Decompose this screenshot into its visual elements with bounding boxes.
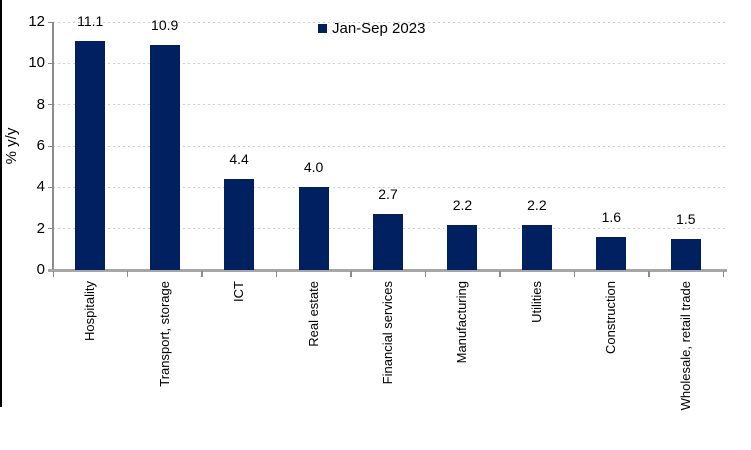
y-axis-tick-label: 0	[36, 261, 45, 278]
bar	[521, 224, 552, 270]
x-axis-tick	[573, 271, 576, 277]
x-axis-category-label: Wholesale, retail trade	[677, 281, 693, 411]
bar	[298, 187, 329, 270]
bar-value-label: 4.4	[229, 151, 249, 168]
x-axis-tick	[126, 271, 129, 277]
y-axis-tick	[48, 104, 53, 106]
y-axis-tick	[48, 62, 53, 64]
y-axis-tick-label: 2	[36, 219, 45, 237]
y-axis-tick	[48, 186, 53, 188]
bar	[596, 236, 627, 270]
x-axis-line	[48, 269, 727, 272]
bar	[149, 44, 180, 270]
x-axis-tick	[648, 271, 650, 277]
y-axis-tick-label: 6	[36, 137, 45, 154]
bar-value-label: 10.9	[151, 16, 179, 33]
x-axis-tick	[499, 271, 501, 277]
bar	[224, 179, 255, 270]
bar	[373, 214, 403, 270]
x-axis-tick	[722, 271, 724, 277]
gridline	[53, 186, 727, 188]
gridline	[53, 62, 727, 64]
y-axis-tick	[48, 228, 53, 230]
y-axis-tick-label: 8	[36, 95, 45, 113]
x-axis-category-label: Utilities	[528, 281, 544, 323]
x-axis-category-label: Hospitality	[82, 281, 98, 341]
bar-value-label: 2.2	[452, 196, 473, 213]
gridline	[53, 21, 727, 23]
legend: Jan-Sep 2023	[318, 20, 425, 37]
frame-left-border	[0, 0, 2, 407]
legend-swatch	[318, 24, 327, 33]
x-axis-category-label: Manufacturing	[454, 281, 470, 364]
y-axis-tick	[48, 21, 53, 23]
gridline	[53, 104, 727, 106]
bar-value-label: 2.2	[527, 196, 547, 213]
y-axis-tick-label: 4	[36, 178, 45, 196]
bar	[447, 224, 478, 270]
gridline	[53, 145, 727, 147]
x-axis-tick	[350, 271, 352, 277]
x-axis-tick	[275, 271, 278, 277]
y-axis-line	[52, 22, 54, 271]
bar-value-label: 4.0	[303, 159, 324, 176]
bar-value-label: 1.6	[601, 208, 622, 225]
x-axis-category-label: Real estate	[305, 281, 321, 347]
bar-value-label: 11.1	[77, 12, 104, 29]
bar	[75, 40, 106, 270]
y-axis-tick	[48, 145, 53, 147]
x-axis-category-label: Financial services	[380, 281, 395, 385]
bar-value-label: 2.7	[378, 186, 398, 203]
x-axis-tick	[52, 271, 54, 277]
x-axis-category-label: ICT	[231, 281, 247, 302]
bar-value-label: 1.5	[676, 211, 696, 227]
bar	[670, 239, 701, 270]
y-axis-tick-label: 10	[28, 54, 45, 72]
x-axis-tick	[201, 271, 203, 277]
x-axis-category-label: Construction	[603, 281, 619, 354]
legend-label: Jan-Sep 2023	[332, 20, 426, 37]
y-axis-tick-label: 12	[28, 13, 45, 30]
x-axis-category-label: Transport, storage	[156, 281, 172, 387]
x-axis-tick	[424, 271, 427, 277]
